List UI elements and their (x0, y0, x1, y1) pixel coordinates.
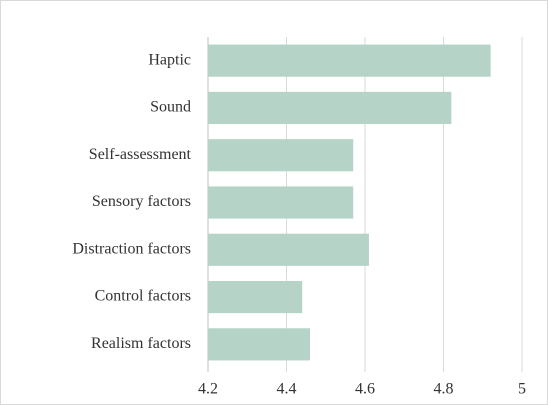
y-tick-label: Self-assessment (89, 146, 192, 163)
bar (208, 44, 491, 77)
x-tick-label: 4.8 (434, 381, 454, 398)
y-tick-label: Control factors (95, 288, 191, 305)
bar (208, 186, 354, 219)
bar (208, 233, 369, 266)
bar (208, 91, 452, 125)
y-tick-label: Haptic (148, 51, 191, 68)
bar (208, 280, 303, 314)
y-tick-label: Distraction factors (72, 240, 191, 257)
x-tick-label: 4.2 (198, 381, 218, 398)
bar (208, 328, 311, 361)
x-tick-label: 5 (518, 381, 526, 398)
y-tick-label: Realism factors (91, 335, 191, 352)
x-tick-label: 4.6 (355, 381, 375, 398)
y-tick-label: Sound (150, 99, 191, 116)
bar (208, 139, 354, 172)
x-tick-label: 4.4 (277, 381, 297, 398)
y-tick-label: Sensory factors (92, 193, 191, 210)
